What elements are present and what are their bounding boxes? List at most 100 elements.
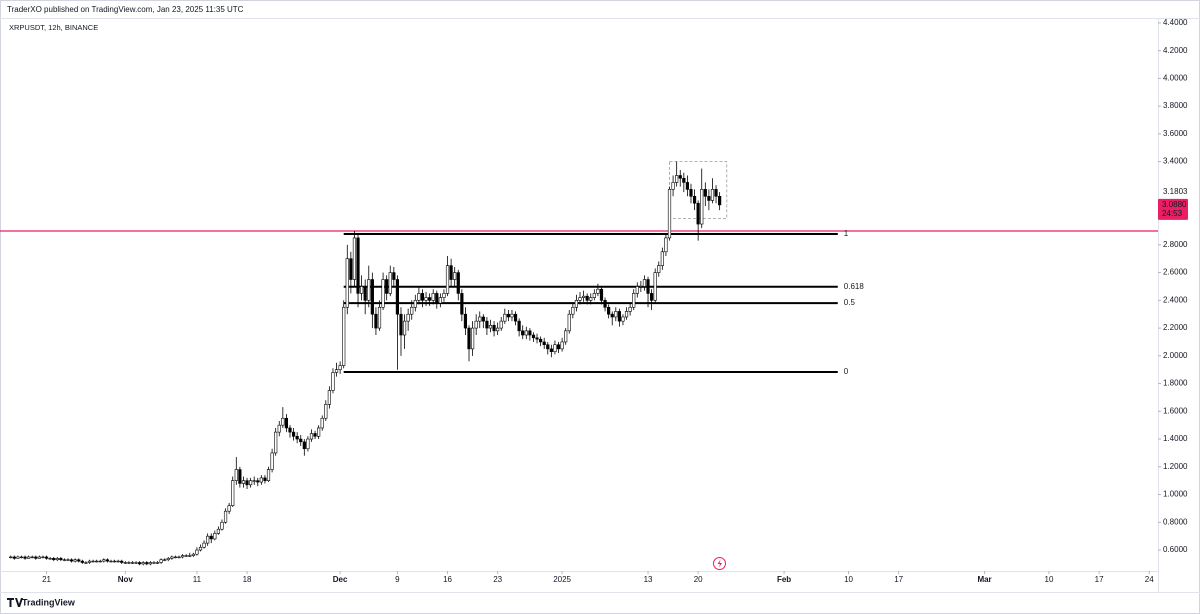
candle-body [145,562,149,565]
candle-body [291,431,296,437]
candle-body [463,313,468,329]
candle-body [284,417,289,429]
candle-body [402,320,407,336]
candle-body [496,327,500,332]
candle-body [166,558,170,561]
candle-body [428,297,432,301]
candles [9,161,722,566]
candle-body [223,510,228,523]
candle-body [596,288,600,294]
candle-body [220,521,224,530]
candle-body [628,306,632,312]
y-tick-label: 4.4000 [1163,18,1188,27]
candle-body [127,562,131,564]
x-tick-label: 2025 [553,575,571,584]
candle-body [642,279,647,287]
candle-body [95,560,99,563]
candle-body [589,297,593,301]
candle-body [9,556,13,559]
candle-body [385,279,389,294]
candle-body [470,327,475,350]
candle-body [585,295,589,301]
candle-body [188,555,192,557]
candle-body [270,452,274,470]
candle-body [141,562,145,565]
candle-body [241,480,246,484]
candle-body [309,433,314,440]
candle-body [52,558,56,561]
candle-body [109,560,113,563]
candle-body [209,535,213,540]
y-tick-label: 1.4000 [1163,434,1188,443]
candle-body [23,556,27,559]
y-tick-label: 4.0000 [1163,73,1188,82]
candle-body [55,558,59,561]
candle-body [707,195,711,201]
candle-body [685,182,690,190]
candle-body [567,313,571,332]
candle-body [195,549,199,555]
y-tick-label: 1.2000 [1163,462,1188,471]
candle-body [692,195,697,204]
candle-body [406,313,410,322]
x-tick-label: 11 [193,575,202,584]
candle-body [227,505,231,512]
candle-body [249,480,253,486]
candle-body [420,293,425,301]
candle-body [44,556,49,559]
candle-body [531,334,536,339]
candle-body [524,330,528,336]
candle-body [664,237,668,253]
fib-label: 0.618 [844,282,865,291]
candle-body [173,556,178,559]
candle-body [170,556,174,559]
brand-logo [7,598,23,607]
candle-body [667,189,672,239]
y-tick-label: 3.8000 [1163,101,1188,110]
candle-body [424,297,428,301]
candle-body [148,562,152,565]
fib-label: 1 [844,229,849,238]
candle-body [456,272,460,294]
candle-body [395,279,400,315]
candle-body [710,189,715,201]
candle-body [288,427,292,433]
candle-body [714,189,718,197]
candle-body [510,313,514,318]
fib-label: 0 [844,367,849,376]
candle-body [360,286,364,294]
x-tick-label: 18 [243,575,252,584]
candle-body [302,441,306,450]
x-tick-label: 23 [493,575,502,584]
candle-body [521,330,525,336]
candle-body [675,175,679,183]
candle-body [445,265,450,294]
candle-body [556,344,561,350]
candle-body [252,480,256,482]
candle-body [19,556,24,559]
candle-body [238,469,242,484]
candle-body [159,559,163,563]
candle-body [84,562,88,564]
candle-body [256,480,260,483]
candle-body [91,560,95,563]
candle-body [342,306,346,366]
candle-body [266,469,271,481]
candle-body [202,542,206,548]
x-tick-label: 20 [694,575,703,584]
x-tick-label: 9 [395,575,400,584]
candle-body [703,189,707,197]
candle-body [184,555,188,557]
candle-body [614,311,618,318]
candle-body [650,293,654,301]
x-tick-label: 17 [1095,575,1104,584]
candle-body [70,559,74,562]
candle-body [392,272,396,280]
candle-body [453,272,457,280]
candle-body [610,313,614,318]
x-tick-label: 24 [1145,575,1154,584]
candle-body [499,320,503,329]
candle-body [535,337,539,340]
y-tick-label: 1.0000 [1163,490,1188,499]
